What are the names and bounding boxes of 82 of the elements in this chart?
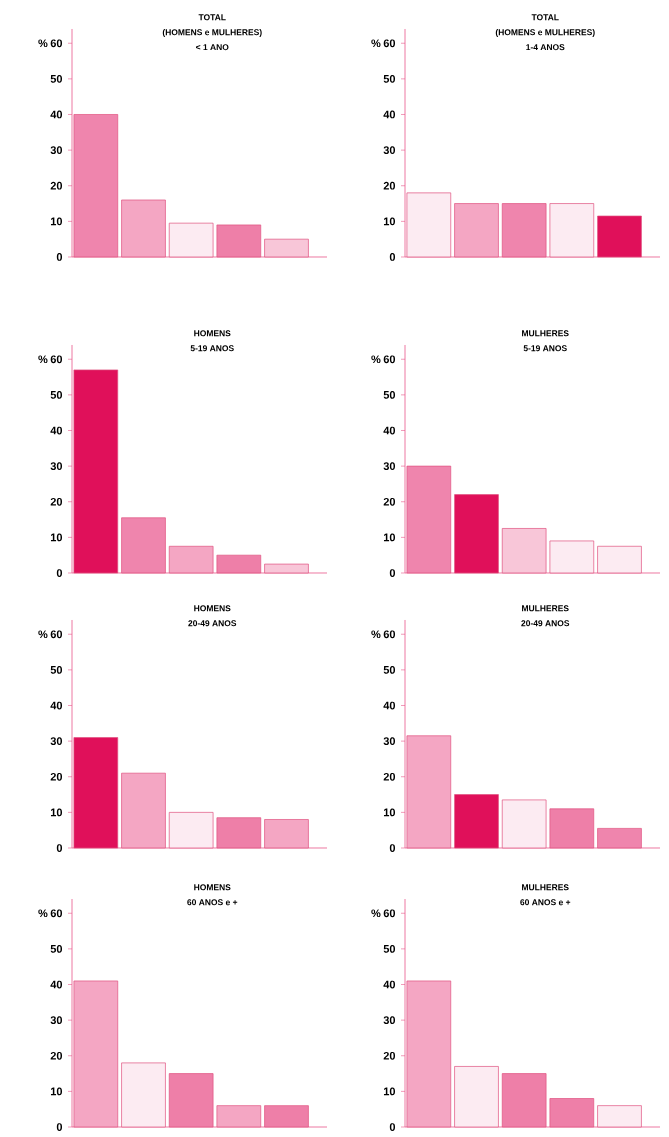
y-tick-label: 0 — [389, 253, 396, 261]
y-tick-label: 40 — [383, 980, 396, 989]
y-tick-label: 30 — [383, 146, 396, 155]
annotation: < 1 ANO — [196, 44, 229, 51]
y-tick-label: 0 — [56, 844, 63, 852]
y-axis-title: % — [371, 39, 381, 48]
y-axis-title: % — [371, 909, 381, 918]
y-tick-label: 10 — [383, 808, 396, 817]
y-axis-title: % — [38, 355, 48, 364]
y-axis-title: % — [371, 630, 381, 639]
y-tick-label: 50 — [383, 75, 396, 83]
y-tick-label: 0 — [56, 1123, 63, 1131]
y-tick-label: 40 — [50, 426, 63, 435]
chart-title: HOMENS — [194, 884, 231, 891]
y-axis-title: % — [371, 355, 381, 364]
chart-title: TOTAL — [531, 14, 559, 21]
y-tick-label: 60 — [50, 355, 63, 364]
y-tick-label: 0 — [389, 1123, 396, 1131]
chart-subtitle: 5-19 ANOS — [523, 345, 567, 352]
y-axis-title: % — [38, 909, 48, 918]
chart-title: MULHERES — [522, 605, 569, 612]
y-tick-label: 60 — [383, 909, 396, 918]
chart-subtitle: (HOMENS e MULHERES) — [162, 28, 262, 37]
y-tick-label: 60 — [50, 909, 63, 918]
chart-subtitle: 20-49 ANOS — [188, 620, 237, 627]
chart-subtitle: 5-19 ANOS — [190, 345, 234, 352]
y-tick-label: 60 — [50, 39, 63, 48]
y-tick-label: 0 — [56, 569, 63, 577]
chart-title: HOMENS — [194, 330, 231, 337]
y-tick-label: 30 — [50, 462, 63, 471]
y-tick-label: 50 — [50, 666, 63, 674]
y-tick-label: 10 — [50, 217, 63, 226]
y-tick-label: 10 — [50, 1087, 63, 1096]
y-axis-title: % — [38, 630, 48, 639]
y-tick-label: 30 — [50, 1016, 63, 1025]
y-tick-label: 0 — [389, 569, 396, 577]
y-tick-label: 60 — [383, 630, 396, 639]
chart-subtitle: 60 ANOS e + — [520, 899, 571, 906]
y-tick-label: 30 — [383, 462, 396, 471]
y-tick-label: 10 — [383, 217, 396, 226]
y-tick-label: 20 — [383, 497, 396, 506]
y-tick-label: 50 — [383, 945, 396, 953]
y-tick-label: 40 — [383, 426, 396, 435]
y-tick-label: 60 — [383, 39, 396, 48]
y-tick-label: 50 — [383, 391, 396, 399]
y-tick-label: 50 — [50, 945, 63, 953]
y-tick-label: 20 — [50, 772, 63, 781]
y-tick-label: 30 — [383, 1016, 396, 1025]
annotation: 1-4 ANOS — [526, 44, 565, 51]
y-tick-label: 30 — [50, 737, 63, 746]
y-tick-label: 20 — [50, 181, 63, 190]
y-tick-label: 20 — [50, 497, 63, 506]
y-tick-label: 40 — [50, 980, 63, 989]
y-tick-label: 10 — [383, 1087, 396, 1096]
y-tick-label: 40 — [383, 110, 396, 119]
chart-subtitle: 20-49 ANOS — [521, 620, 570, 627]
y-tick-label: 60 — [383, 355, 396, 364]
y-tick-label: 10 — [50, 808, 63, 817]
y-tick-label: 30 — [383, 737, 396, 746]
y-tick-label: 20 — [383, 1051, 396, 1060]
y-tick-label: 20 — [50, 1051, 63, 1060]
chart-title: MULHERES — [522, 884, 569, 891]
y-axis-title: % — [38, 39, 48, 48]
y-tick-label: 40 — [50, 701, 63, 710]
y-tick-label: 0 — [389, 844, 396, 852]
y-tick-label: 30 — [50, 146, 63, 155]
y-tick-label: 20 — [383, 772, 396, 781]
chart-title: MULHERES — [522, 330, 569, 337]
chart-title: TOTAL — [198, 14, 226, 21]
y-tick-label: 0 — [56, 253, 63, 261]
y-tick-label: 50 — [50, 391, 63, 399]
chart-title: HOMENS — [194, 605, 231, 612]
chart-subtitle: (HOMENS e MULHERES) — [495, 28, 595, 37]
y-tick-label: 40 — [50, 110, 63, 119]
y-tick-label: 60 — [50, 630, 63, 639]
y-tick-label: 50 — [50, 75, 63, 83]
y-tick-label: 20 — [383, 181, 396, 190]
y-tick-label: 40 — [383, 701, 396, 710]
chart-subtitle: 60 ANOS e + — [187, 899, 238, 906]
y-tick-label: 50 — [383, 666, 396, 674]
y-tick-label: 10 — [383, 533, 396, 542]
y-tick-label: 10 — [50, 533, 63, 542]
